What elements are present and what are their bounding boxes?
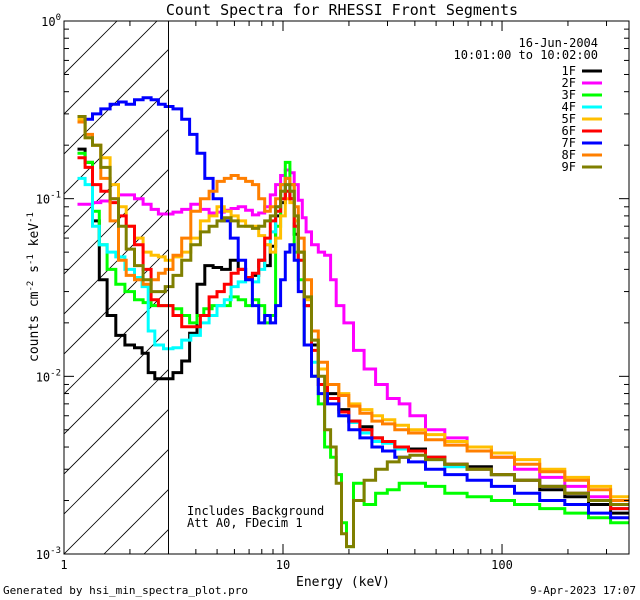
hatch-line — [64, 248, 169, 355]
legend-label-6F: 6F — [562, 124, 576, 138]
legend-label-1F: 1F — [562, 64, 576, 78]
x-axis-label: Energy (keV) — [296, 575, 390, 590]
hatch-line — [224, 14, 640, 554]
hatch-line — [424, 14, 640, 554]
legend-label-3F: 3F — [562, 88, 576, 102]
y-tick-label: 10-3 — [36, 546, 61, 562]
annotation-attenuator: Att A0, FDecim 1 — [187, 516, 303, 530]
hatch-line — [64, 21, 158, 115]
y-tick-label: 10-1 — [36, 191, 61, 207]
timestamp-footer: 9-Apr-2023 17:07 — [530, 584, 636, 597]
series-line-3F — [77, 151, 629, 549]
series-group — [77, 96, 629, 549]
series-line-7F — [77, 96, 629, 520]
annotation-background: Includes Background — [187, 504, 324, 518]
plot-frame — [63, 20, 630, 555]
legend-label-2F: 2F — [562, 76, 576, 90]
hatch-line — [624, 14, 640, 554]
legend-label-7F: 7F — [562, 136, 576, 150]
series-line-6F — [77, 156, 629, 511]
y-axis-label: counts cm-2 s-1 keV-1 — [26, 212, 42, 362]
generated-by-footer: Generated by hsi_min_spectra_plot.pro — [3, 584, 248, 597]
series-line-9F — [77, 115, 629, 549]
legend-label-5F: 5F — [562, 112, 576, 126]
axes: 1 10 100 10-3 10-2 10-1 100 — [36, 13, 629, 572]
hatch-line — [64, 328, 169, 435]
series-line-5F — [77, 117, 629, 499]
hatch-line — [64, 88, 169, 195]
series-line-8F — [77, 120, 629, 502]
legend-label-4F: 4F — [562, 100, 576, 114]
hatch-line — [64, 208, 169, 315]
observation-date: 16-Jun-2004 — [519, 36, 598, 50]
y-tick-label: 10-2 — [36, 368, 61, 384]
x-tick-label: 10 — [276, 558, 290, 572]
x-tick-label: 1 — [60, 558, 67, 572]
hatch-line — [64, 448, 169, 554]
hatch-line — [64, 368, 169, 475]
x-tick-label: 100 — [491, 558, 513, 572]
hatch-line — [64, 288, 169, 395]
chart-title: Count Spectra for RHESSI Front Segments — [166, 1, 518, 19]
y-tick-label: 100 — [41, 13, 61, 29]
time-range: 10:01:00 to 10:02:00 — [454, 48, 599, 62]
legend-label-8F: 8F — [562, 148, 576, 162]
legend-label-9F: 9F — [562, 160, 576, 174]
hatch-line — [64, 408, 169, 515]
